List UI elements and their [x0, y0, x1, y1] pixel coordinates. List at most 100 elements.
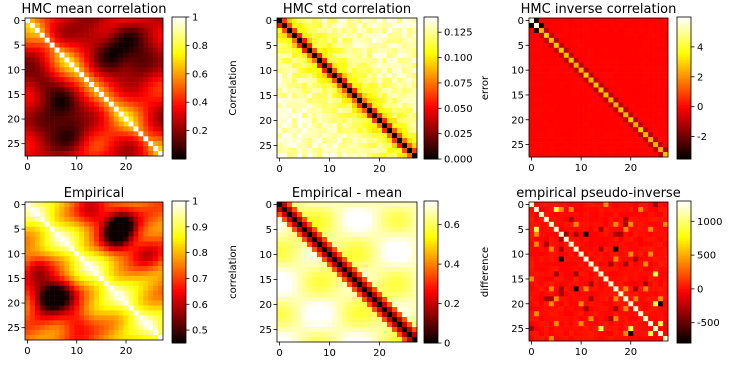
heatmap-cell [108, 91, 115, 98]
heatmap-cell [377, 18, 383, 24]
heatmap-cell [317, 282, 323, 288]
heatmap-cell [588, 102, 594, 108]
heatmap-cell [538, 202, 545, 208]
heatmap-cell [89, 221, 95, 227]
heatmap-cell [103, 310, 110, 316]
heatmap-cell [663, 226, 669, 233]
colorbar-swatch [172, 290, 186, 294]
heatmap-cell [138, 126, 144, 132]
heatmap-cell [327, 93, 333, 99]
heatmap-cell [387, 272, 393, 278]
heatmap-cell [543, 147, 550, 153]
heatmap-cell [337, 118, 343, 124]
colorbar-swatch [172, 35, 186, 39]
heatmap-cell [663, 276, 669, 282]
heatmap-cell [59, 87, 65, 93]
heatmap-cell [39, 96, 46, 103]
heatmap-cell [322, 78, 328, 84]
heatmap-cell [578, 122, 584, 128]
heatmap-cell [158, 52, 164, 58]
heatmap-cell [548, 226, 555, 233]
heatmap-cell [558, 276, 565, 282]
heatmap-cell [143, 325, 149, 331]
heatmap-cell [337, 68, 343, 74]
heatmap-cell [653, 18, 659, 24]
colorbar-swatch [172, 324, 186, 327]
heatmap-cell [69, 300, 75, 306]
y-tick-label: 10 [511, 66, 524, 77]
heatmap-cell [653, 32, 659, 39]
heatmap-cell [628, 211, 634, 218]
heatmap-cell [94, 300, 100, 306]
heatmap-cell [302, 267, 308, 273]
heatmap-cell [653, 47, 659, 54]
colorbar-frame [171, 16, 187, 160]
heatmap-cell [143, 47, 149, 53]
heatmap-cell [29, 251, 36, 257]
heatmap-cell [653, 22, 659, 29]
heatmap-cell [89, 82, 95, 88]
heatmap-cell [533, 87, 540, 93]
heatmap-cell [277, 28, 283, 34]
heatmap-cell [277, 148, 283, 154]
heatmap-cell [402, 118, 408, 124]
heatmap-cell [538, 301, 545, 307]
heatmap-cell [282, 108, 288, 114]
heatmap-cell [74, 87, 80, 93]
heatmap-cell [377, 108, 383, 114]
heatmap-cell [158, 290, 164, 296]
heatmap-cell [123, 335, 129, 341]
heatmap-cell [573, 306, 579, 312]
heatmap-cell [153, 300, 159, 306]
heatmap-cell [49, 211, 55, 218]
heatmap-cell [138, 202, 144, 208]
heatmap-cell [623, 241, 629, 247]
heatmap-cell [133, 82, 139, 88]
heatmap-cell [277, 68, 283, 74]
heatmap-cell [412, 267, 418, 273]
y-tick-label: 25 [259, 325, 272, 336]
heatmap-cell [133, 206, 139, 213]
heatmap-cell [34, 67, 41, 73]
heatmap-cell [563, 271, 570, 277]
heatmap-cells [529, 202, 669, 342]
heatmap-cell [618, 102, 624, 108]
heatmap-cell [608, 102, 614, 108]
heatmap-cell [94, 52, 100, 58]
heatmap-cell [613, 42, 619, 49]
heatmap-cell [118, 111, 124, 117]
heatmap-cell [332, 307, 338, 313]
heatmap-cell [387, 312, 393, 318]
heatmap-cell [25, 211, 31, 218]
heatmap-cell [362, 118, 368, 124]
heatmap-cell [113, 300, 119, 306]
heatmap-cell [332, 88, 338, 94]
heatmap-cell [603, 281, 609, 287]
heatmap-cell [98, 290, 105, 296]
heatmap-cell [352, 232, 358, 238]
colorbar-tick-label: 1 [192, 13, 198, 24]
heatmap-cell [302, 317, 308, 323]
heatmap-cell [292, 237, 298, 243]
heatmap-cell [543, 231, 550, 238]
heatmap-cell [59, 18, 65, 24]
heatmap-cell [387, 93, 393, 99]
heatmap-cell [25, 37, 31, 43]
heatmap-cell [347, 277, 353, 283]
heatmap-cell [377, 237, 383, 243]
heatmap-cell [148, 310, 154, 316]
heatmap-cell [44, 111, 50, 117]
heatmap-cell [327, 103, 333, 109]
heatmap-cell [392, 63, 398, 69]
heatmap-cell [153, 141, 159, 147]
heatmap-cell [648, 152, 654, 158]
heatmap-cell [397, 247, 403, 253]
heatmap-cell [593, 306, 599, 312]
heatmap-cell [342, 148, 348, 154]
heatmap-cell [64, 246, 70, 252]
heatmap-cell [593, 32, 599, 39]
heatmap-cell [153, 87, 159, 93]
heatmap-cell [317, 217, 323, 223]
heatmap-cell [332, 38, 338, 44]
heatmap-cell [588, 92, 594, 98]
